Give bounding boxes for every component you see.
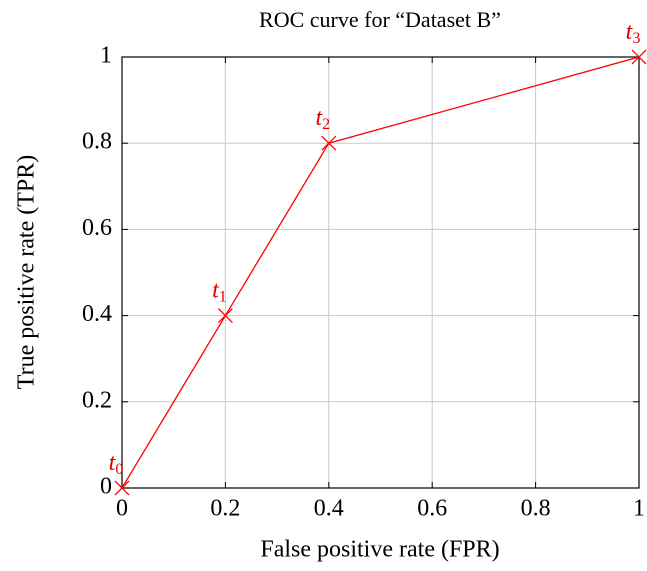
- x-tick-label: 0: [116, 496, 128, 522]
- point-label-sub: 1: [219, 288, 227, 305]
- x-tick-label: 0.4: [314, 496, 344, 522]
- y-tick-label: 1: [100, 43, 112, 69]
- marker: [217, 308, 233, 324]
- y-tick-label: 0.6: [82, 215, 112, 241]
- y-tick-label: 0.8: [82, 129, 112, 155]
- point-label-sub: 2: [322, 116, 330, 133]
- y-tick-label: 0.2: [82, 387, 112, 413]
- point-label-sub: 0: [115, 461, 123, 478]
- marker: [631, 49, 647, 65]
- x-tick-label: 1: [633, 496, 645, 522]
- x-tick-label: 0.8: [521, 496, 551, 522]
- point-label-base: t: [626, 19, 634, 45]
- point-label: t3: [626, 19, 641, 47]
- x-tick-label: 0.2: [210, 496, 240, 522]
- chart-title: ROC curve for “Dataset B”: [259, 7, 501, 32]
- x-axis-label: False positive rate (FPR): [260, 537, 499, 563]
- y-axis-label: True positive rate (TPR): [14, 155, 40, 389]
- line: [121, 56, 640, 489]
- marker: [114, 480, 130, 496]
- point-label-base: t: [212, 277, 220, 303]
- point-label: t0: [109, 450, 124, 478]
- y-tick-label: 0.4: [82, 301, 112, 327]
- point-label: t2: [315, 105, 330, 133]
- point-label-base: t: [315, 105, 323, 131]
- point-label-sub: 3: [632, 30, 640, 47]
- point-label: t1: [212, 277, 227, 305]
- y-tick-label: 0: [100, 474, 112, 500]
- marker: [321, 135, 337, 151]
- x-tick-label: 0.6: [417, 496, 447, 522]
- plot-frame: [121, 56, 640, 489]
- point-label-base: t: [109, 450, 117, 476]
